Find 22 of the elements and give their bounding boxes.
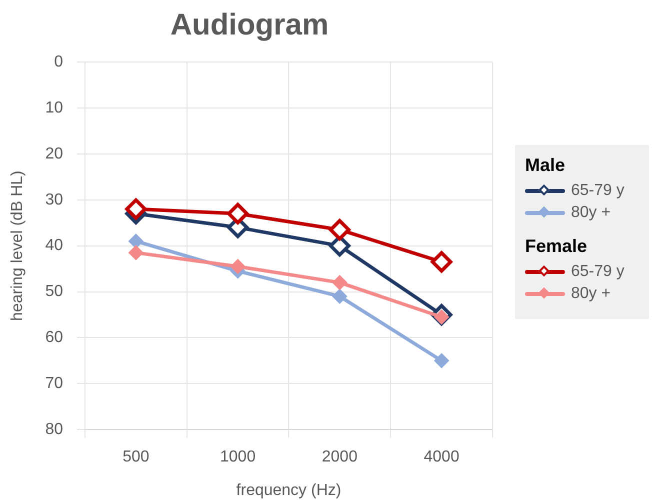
- y-axis-title: hearing level (dB HL): [9, 170, 26, 321]
- x-tick-label: 500: [122, 448, 150, 466]
- y-tick-label: 50: [45, 283, 64, 300]
- text: Female: [525, 236, 588, 257]
- legend-label: 65-79 y: [571, 182, 624, 200]
- y-tick-label: 60: [45, 329, 64, 346]
- y-tick-label: 10: [45, 99, 64, 116]
- legend-label: 80y +: [571, 285, 611, 303]
- x-axis-title: frequency (Hz): [236, 482, 342, 499]
- text: Male: [525, 155, 566, 176]
- y-tick-label: 30: [45, 191, 64, 208]
- legend-label: 80y +: [571, 204, 611, 222]
- y-tick-label: 40: [45, 237, 64, 254]
- x-tick-label: 1000: [220, 448, 256, 466]
- y-tick-label: 70: [45, 375, 64, 392]
- chart-title: Audiogram: [170, 8, 329, 42]
- x-tick-label: 4000: [424, 448, 460, 466]
- legend-label: 65-79 y: [571, 263, 624, 281]
- y-tick-label: 80: [45, 421, 64, 438]
- y-tick-label: 0: [54, 53, 64, 70]
- y-tick-label: 20: [45, 145, 64, 162]
- x-tick-label: 2000: [322, 448, 358, 466]
